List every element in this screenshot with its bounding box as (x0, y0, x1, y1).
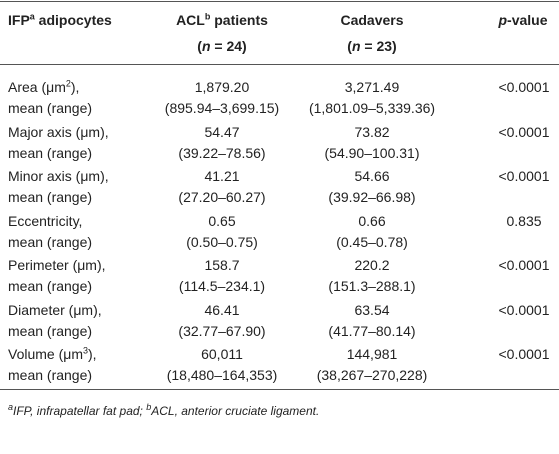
cell-mean: 158.7 (204, 257, 240, 273)
text: ( (197, 38, 202, 54)
cell-range: (32.77–67.90) (178, 322, 266, 339)
cell-mean: 73.82 (354, 123, 390, 140)
text: adipocytes (34, 12, 112, 28)
cell-p: <0.0001 (498, 123, 550, 140)
cell-p: 0.835 (506, 212, 542, 229)
cell-mean: 1,879.20 (194, 79, 250, 95)
row-sublabel: mean (range) (8, 367, 93, 383)
cell-range: (18,480–164,353) (166, 367, 278, 383)
cell-range: (0.45–0.78) (336, 233, 408, 250)
cell-p: <0.0001 (498, 168, 550, 184)
text: Eccentricity, (8, 212, 83, 229)
cell-range: (54.90–100.31) (324, 144, 420, 161)
row-sublabel: mean (range) (8, 100, 93, 116)
text: Major axis (μm), (8, 123, 109, 140)
cell-mean: 0.66 (358, 212, 386, 229)
cell-p: <0.0001 (498, 257, 550, 273)
superscript: b (146, 402, 152, 412)
cell-range: (39.22–78.56) (178, 144, 266, 161)
row-label: Volume (μm3), (8, 345, 97, 363)
cell-mean: 54.47 (204, 123, 240, 140)
cell-mean: 41.21 (204, 168, 240, 184)
text: n (351, 38, 361, 54)
cell-mean: 0.65 (208, 212, 236, 229)
text: ACL (176, 12, 205, 28)
row-sublabel: mean (range) (8, 233, 93, 250)
cell-range: (114.5–234.1) (178, 278, 266, 294)
text: n (201, 38, 211, 54)
text: Diameter (μm), (8, 301, 102, 318)
text: -value (507, 12, 548, 28)
header-cell: (n = 23) (347, 37, 396, 55)
row-sublabel: mean (range) (8, 278, 93, 294)
row-sublabel: mean (range) (8, 189, 93, 205)
header-cell: IFPa adipocytes (8, 11, 112, 29)
row-label: Eccentricity, (8, 212, 82, 230)
cell-range: (39.92–66.98) (328, 189, 416, 205)
superscript: a (29, 11, 35, 22)
text: p (498, 12, 508, 28)
header-cell: (n = 24) (197, 37, 246, 55)
header-rule (0, 64, 559, 65)
cell-range: (1,801.09–5,339.36) (308, 100, 436, 116)
superscript: 2 (65, 78, 71, 89)
superscript: 3 (82, 345, 88, 356)
row-label: Minor axis (μm), (8, 167, 109, 185)
superscript: b (204, 11, 211, 22)
cell-range: (0.50–0.75) (186, 233, 258, 250)
text: ( (347, 38, 352, 54)
cell-mean: 54.66 (354, 168, 390, 184)
text: = 23) (360, 38, 397, 54)
text: ), (88, 346, 97, 362)
text: = 24) (210, 38, 247, 54)
cell-range: (38,267–270,228) (316, 367, 428, 383)
cell-p: <0.0001 (498, 346, 550, 362)
cell-p: <0.0001 (498, 79, 550, 95)
footnote: aIFP, infrapatellar fat pad; bACL, anter… (8, 402, 319, 420)
row-label: Area (μm2), (8, 78, 79, 96)
text: Area (μm (8, 79, 66, 95)
text: IFP (8, 12, 30, 28)
text: ACL, anterior cruciate ligament. (151, 404, 320, 418)
cell-range: (41.77–80.14) (328, 322, 416, 339)
cell-range: (27.20–60.27) (178, 189, 266, 205)
cell-mean: 220.2 (354, 257, 390, 273)
row-label: Perimeter (μm), (8, 256, 106, 274)
cell-range: (151.3–288.1) (328, 278, 416, 294)
header-cell: ACLb patients (176, 11, 268, 29)
row-label: Major axis (μm), (8, 123, 109, 141)
cell-range: (895.94–3,699.15) (164, 100, 280, 116)
bottom-rule (0, 389, 559, 390)
text: Minor axis (μm), (8, 168, 109, 184)
row-sublabel: mean (range) (8, 144, 93, 161)
text: Perimeter (μm), (8, 257, 106, 273)
text: Volume (μm (8, 346, 83, 362)
text: patients (210, 12, 268, 28)
top-rule (0, 1, 559, 2)
text: IFP, infrapatellar fat pad; (13, 404, 147, 418)
row-label: Diameter (μm), (8, 301, 102, 319)
cell-mean: 144,981 (346, 346, 398, 362)
header-cell: p-value (498, 11, 547, 29)
row-sublabel: mean (range) (8, 322, 93, 339)
cell-p: <0.0001 (498, 301, 550, 318)
cell-mean: 46.41 (204, 301, 240, 318)
text: ), (70, 79, 80, 95)
cell-mean: 60,011 (201, 346, 243, 362)
cell-mean: 3,271.49 (344, 79, 400, 95)
header-cell: Cadavers (340, 12, 404, 28)
cell-mean: 63.54 (354, 301, 390, 318)
superscript: a (8, 402, 14, 412)
